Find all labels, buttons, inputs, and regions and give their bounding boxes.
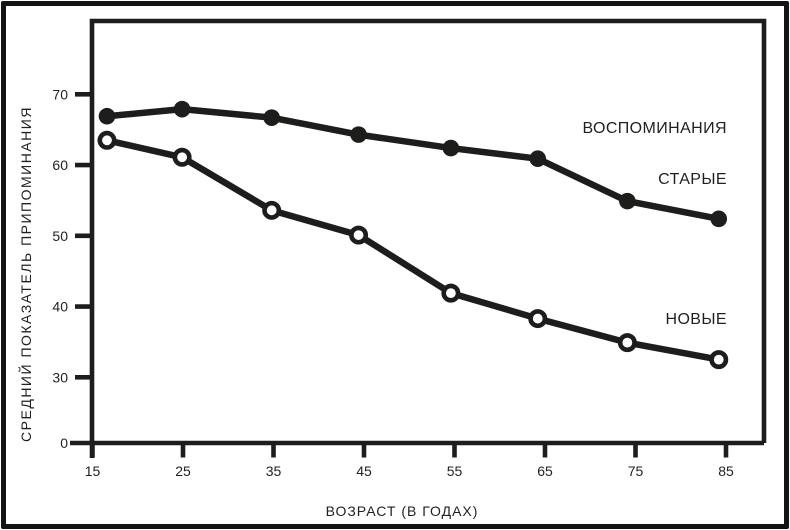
x-tick-label: 25 (175, 463, 191, 479)
x-tick-label: 35 (266, 463, 282, 479)
data-point-filled (173, 100, 191, 118)
data-point-open (441, 283, 461, 303)
series-annotation-memories: ВОСПОМИНАНИЯ (582, 120, 727, 137)
series-annotation-new: НОВЫЕ (665, 311, 727, 328)
y-tick-label: 40 (52, 299, 68, 315)
x-tick-label: 55 (447, 463, 463, 479)
x-tick-label: 15 (85, 463, 101, 479)
data-point-filled (529, 150, 547, 167)
data-point-open (172, 147, 192, 167)
data-point-filled (350, 126, 367, 143)
data-point-open (97, 130, 117, 150)
data-point-open (617, 333, 637, 353)
plot-frame (89, 18, 767, 458)
data-point-filled (442, 139, 460, 157)
y-tick-label: 0 (60, 435, 68, 451)
x-tick-label: 85 (718, 463, 734, 479)
data-point-open (262, 200, 282, 220)
data-point-filled (98, 107, 116, 125)
x-axis-label: ВОЗРАСТ (В ГОДАХ) (325, 503, 479, 519)
data-point-filled (619, 192, 636, 210)
y-tick-label: 30 (52, 369, 68, 385)
data-point-open (349, 225, 369, 245)
y-axis-label: СРЕДНИЙ ПОКАЗАТЕЛЬ ПРИПОМИНАНИЯ (18, 106, 34, 442)
y-tick-label: 60 (52, 157, 68, 173)
x-tick-label: 75 (628, 463, 644, 479)
x-tick-label: 65 (537, 463, 553, 479)
x-tick-label: 45 (356, 463, 372, 479)
series-annotation-old: СТАРЫЕ (658, 171, 727, 188)
data-point-filled (710, 210, 728, 228)
data-point-filled (263, 109, 280, 126)
y-tick-label: 50 (52, 228, 68, 244)
data-point-open (709, 350, 729, 370)
data-point-open (528, 309, 548, 329)
series-line-old-memories (103, 105, 723, 223)
y-tick-label: 70 (52, 86, 68, 102)
series-line-new-memories (103, 137, 723, 363)
